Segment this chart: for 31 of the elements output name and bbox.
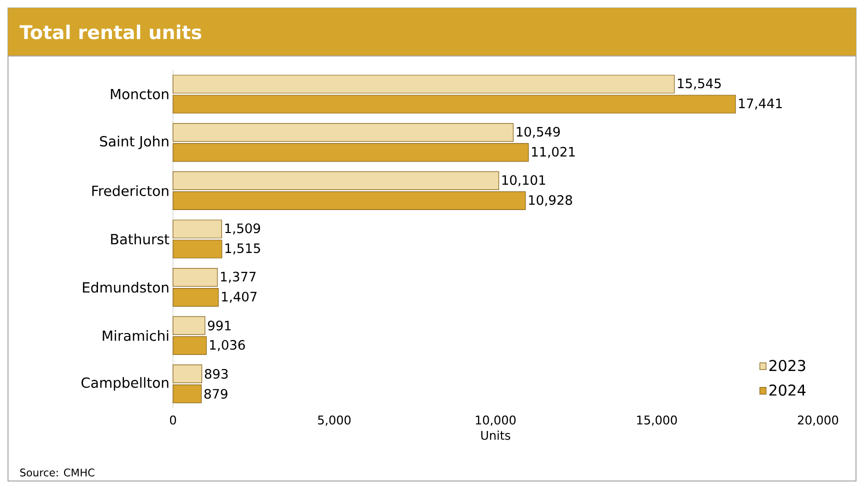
data-label: 10,549 (516, 126, 560, 138)
source-note: Source: CMHC (20, 468, 94, 476)
legend-label: 2024 (769, 384, 806, 396)
y-tick-label: Saint John (100, 136, 168, 150)
x-axis-title: Units (481, 430, 510, 440)
data-label: 879 (204, 388, 228, 399)
y-tick-label: Edmundston (82, 282, 168, 293)
y-tick-label: Fredericton (92, 185, 168, 196)
data-label: 1,407 (222, 292, 257, 303)
data-label: 15,545 (678, 78, 721, 90)
data-label: 10,928 (529, 195, 572, 206)
data-label: 893 (204, 368, 228, 379)
x-tick-label: 5,000 (318, 416, 351, 426)
y-tick-label: Bathurst (111, 234, 170, 244)
data-label: 1,515 (225, 244, 260, 254)
x-tick-label: 10,000 (476, 416, 516, 426)
data-label: 991 (208, 320, 231, 330)
data-label: 17,441 (739, 98, 782, 110)
data-label: 1,036 (210, 340, 245, 352)
x-tick-label: 0 (170, 416, 176, 425)
data-label: 1,509 (225, 223, 260, 235)
x-tick-label: 20,000 (798, 416, 838, 426)
y-tick-label: Miramichi (102, 330, 168, 341)
x-tick-label: 15,000 (637, 416, 677, 426)
data-label: 11,021 (532, 146, 575, 158)
data-label: 1,377 (221, 272, 256, 283)
data-label: 10,101 (502, 175, 546, 186)
legend-label: 2023 (769, 360, 806, 372)
chart-title: Total rental units (20, 24, 202, 40)
y-tick-label: Moncton (110, 88, 168, 100)
y-tick-label: Campbellton (82, 377, 168, 391)
